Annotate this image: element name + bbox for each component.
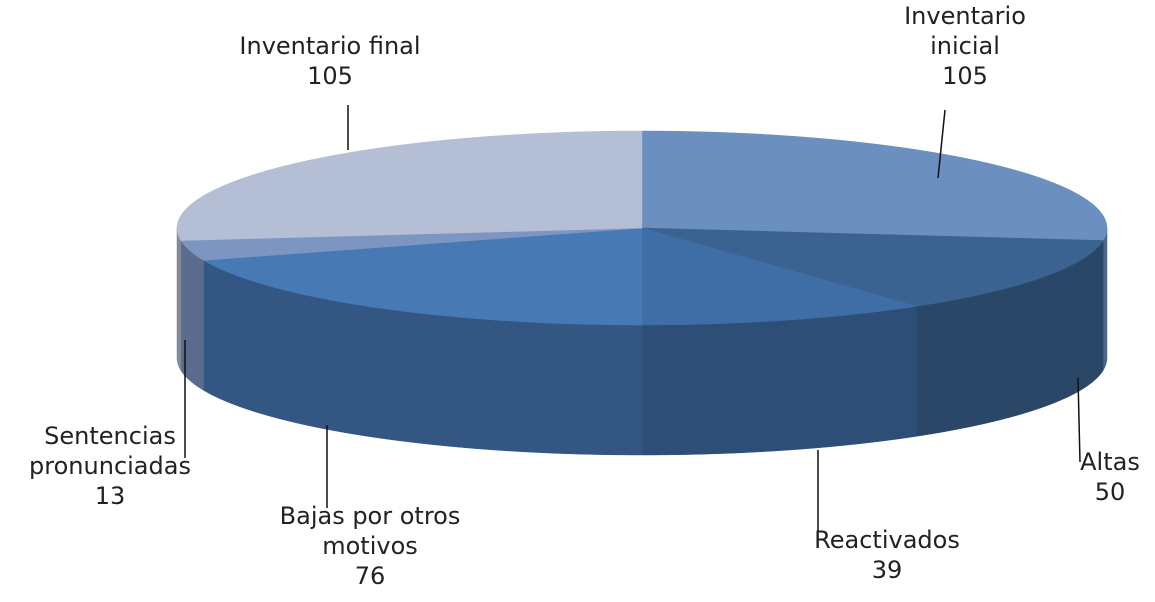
value-label: 105 bbox=[942, 62, 988, 90]
side-walls bbox=[176, 227, 1108, 456]
value-label: 105 bbox=[307, 62, 353, 90]
slice-label: Sentencias pronunciadas bbox=[29, 422, 191, 480]
slice-side bbox=[1102, 228, 1108, 372]
leader-line bbox=[937, 109, 946, 179]
value-label: 50 bbox=[1095, 478, 1126, 506]
slice bbox=[176, 130, 643, 241]
slice-label: Inventario final bbox=[239, 32, 420, 60]
slice bbox=[202, 227, 643, 326]
slice bbox=[180, 227, 643, 261]
value-label: 76 bbox=[355, 562, 386, 590]
slice-label: Altas bbox=[1080, 448, 1140, 476]
slice-label: Inventario inicial bbox=[904, 2, 1026, 60]
slice bbox=[641, 130, 1108, 241]
top-faces bbox=[176, 130, 1108, 326]
slice-label: Reactivados bbox=[814, 526, 960, 554]
value-label: 13 bbox=[95, 482, 126, 510]
slice bbox=[641, 227, 1104, 307]
slice bbox=[641, 227, 917, 326]
leader-line bbox=[1077, 377, 1081, 463]
value-label: 39 bbox=[872, 556, 903, 584]
slice-side bbox=[176, 227, 182, 372]
slice-side bbox=[641, 305, 917, 456]
slice-label: Bajas por otros motivos bbox=[280, 502, 461, 560]
